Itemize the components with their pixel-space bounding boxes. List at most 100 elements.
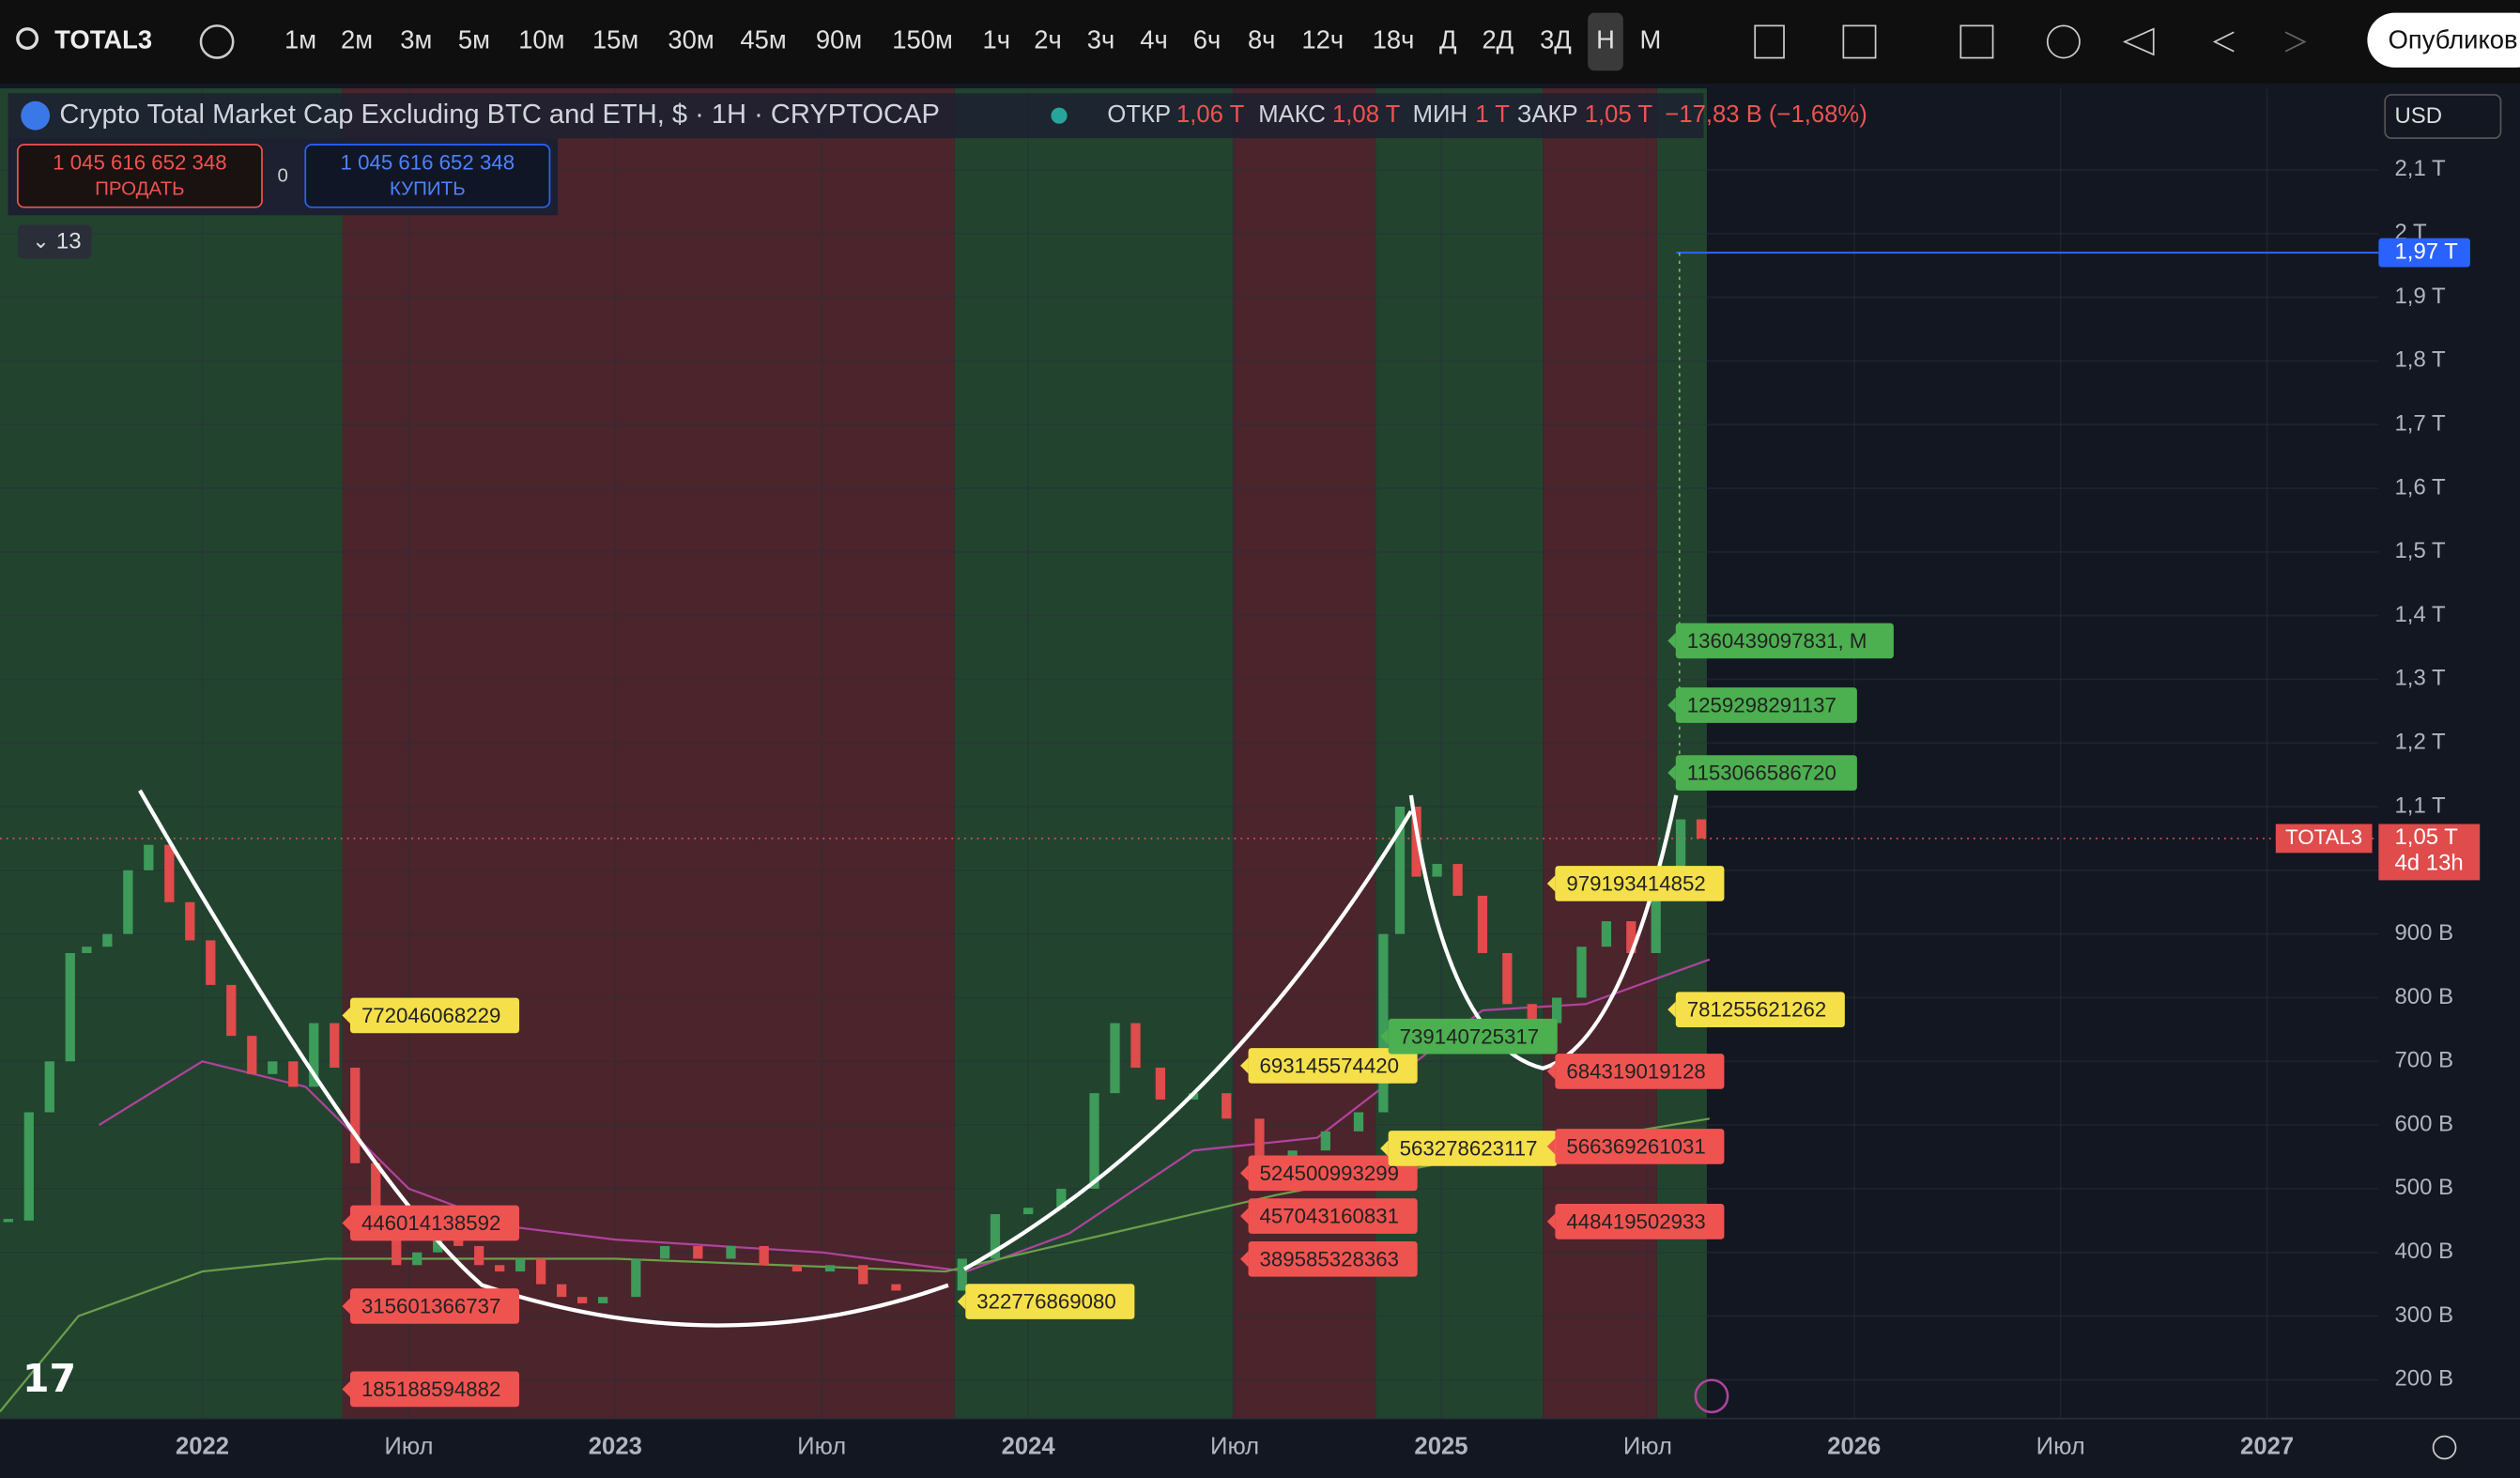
interval[interactable]: 30м	[668, 25, 714, 54]
y-tick-label: 1,8 T	[2394, 347, 2446, 373]
level-box	[1388, 1131, 1558, 1166]
candle	[1394, 807, 1406, 934]
candle	[3, 1219, 13, 1223]
interval[interactable]: 45м	[740, 25, 786, 54]
interval[interactable]: Н	[1596, 25, 1615, 54]
level-box	[349, 1371, 520, 1408]
x-tick-label: Июл	[797, 1433, 846, 1459]
level-label: 448419502933	[1566, 1209, 1705, 1233]
publish-label[interactable]: Опубликов	[2389, 25, 2518, 54]
close-label: ЗАКР	[1517, 101, 1578, 128]
zone-up	[1656, 88, 1707, 1419]
interval[interactable]: 3ч	[1087, 25, 1115, 54]
interval[interactable]: 1ч	[983, 25, 1011, 54]
y-tick-label: 300 B	[2394, 1302, 2453, 1328]
symbol[interactable]: TOTAL3	[54, 25, 152, 54]
interval[interactable]: 10м	[518, 25, 564, 54]
interval[interactable]: 3Д	[1540, 25, 1572, 54]
chevron[interactable]: ⌄	[32, 229, 50, 253]
add-symbol[interactable]	[199, 24, 235, 59]
candle	[185, 901, 195, 941]
buy-price[interactable]: 1 045 616 652 348	[341, 150, 515, 174]
level-label: 322776869080	[976, 1290, 1115, 1314]
y-tick-label: 1,9 T	[2394, 284, 2446, 309]
candle	[453, 1239, 464, 1246]
replay-icon[interactable]	[2122, 27, 2155, 56]
interval[interactable]: 8ч	[1248, 25, 1276, 54]
interval[interactable]: 1м	[284, 25, 316, 54]
currency[interactable]: USD	[2394, 103, 2442, 129]
settings-icon[interactable]	[2432, 1435, 2457, 1460]
market-status	[1051, 107, 1068, 124]
flash-icon[interactable]	[1694, 1378, 1729, 1414]
interval[interactable]: 5м	[458, 25, 490, 54]
interval[interactable]: М	[1640, 25, 1662, 54]
interval[interactable]: 2Д	[1482, 25, 1514, 54]
search-icon[interactable]	[16, 27, 39, 51]
candle	[23, 1112, 34, 1221]
candle	[957, 1258, 967, 1291]
symbol-logo	[21, 100, 51, 131]
x-tick-label: 2022	[176, 1433, 229, 1459]
change: −17,83 B (−1,68%)	[1665, 101, 1867, 128]
interval[interactable]: 12ч	[1301, 25, 1344, 54]
level-pointer	[342, 1214, 350, 1232]
interval[interactable]: 4ч	[1140, 25, 1168, 54]
candle	[82, 947, 92, 953]
x-tick-label: Июл	[1623, 1433, 1672, 1459]
undo[interactable]	[2212, 31, 2235, 53]
candle	[1502, 952, 1513, 1005]
level-box	[1675, 623, 1894, 659]
level-label: 979193414852	[1566, 872, 1705, 896]
publish-button[interactable]	[2367, 12, 2520, 68]
candle	[65, 952, 75, 1062]
redo[interactable]	[2284, 31, 2307, 53]
candles-icon[interactable]	[1754, 24, 1785, 59]
candle	[515, 1258, 526, 1272]
sell-price[interactable]: 1 045 616 652 348	[53, 150, 227, 174]
level-pointer	[342, 1007, 350, 1024]
candle	[1056, 1188, 1067, 1209]
candle	[1452, 864, 1463, 896]
candle	[1222, 1093, 1232, 1119]
interval[interactable]: 3м	[400, 25, 432, 54]
indicators-toggle[interactable]	[17, 224, 92, 259]
candle	[631, 1258, 641, 1298]
candle	[268, 1061, 278, 1074]
currency-select[interactable]	[2384, 94, 2502, 139]
interval[interactable]: 150м	[892, 25, 953, 54]
alert-icon[interactable]	[2046, 24, 2081, 59]
interval[interactable]: Д	[1439, 25, 1457, 54]
interval[interactable]: 15м	[592, 25, 638, 54]
buy-label[interactable]: КУПИТЬ	[390, 177, 466, 199]
indicators-icon[interactable]	[1842, 24, 1877, 59]
y-tick-label: 900 B	[2394, 920, 2453, 946]
buy-button[interactable]	[304, 144, 551, 208]
x-tick-label: 2024	[1002, 1433, 1056, 1459]
level-label: 781255621262	[1687, 998, 1826, 1022]
interval[interactable]: 2ч	[1034, 25, 1062, 54]
level-pointer	[1546, 1138, 1556, 1155]
zones	[0, 88, 1707, 1419]
candle	[557, 1284, 567, 1298]
interval[interactable]: 2м	[341, 25, 373, 54]
tv-logo: 𝟭𝟳	[23, 1357, 76, 1400]
candle	[330, 1023, 340, 1069]
indicators-count[interactable]: 13	[56, 229, 82, 254]
candle	[164, 844, 175, 902]
interval[interactable]: 18ч	[1373, 25, 1415, 54]
zone-down	[342, 88, 955, 1419]
sell-button[interactable]	[16, 144, 263, 208]
x-tick-label: 2026	[1827, 1433, 1881, 1459]
candle	[990, 1214, 1001, 1259]
interval[interactable]: 90м	[816, 25, 862, 54]
interval[interactable]: 6ч	[1193, 25, 1222, 54]
candle	[1601, 921, 1612, 947]
layout-icon[interactable]	[1959, 24, 1994, 59]
low-value: 1 T	[1475, 101, 1510, 128]
y-tick-label: 200 B	[2394, 1366, 2453, 1392]
low-label: МИН	[1413, 101, 1467, 128]
candle	[693, 1245, 703, 1259]
sell-label[interactable]: ПРОДАТЬ	[95, 177, 184, 199]
level-pointer	[1240, 1057, 1249, 1074]
